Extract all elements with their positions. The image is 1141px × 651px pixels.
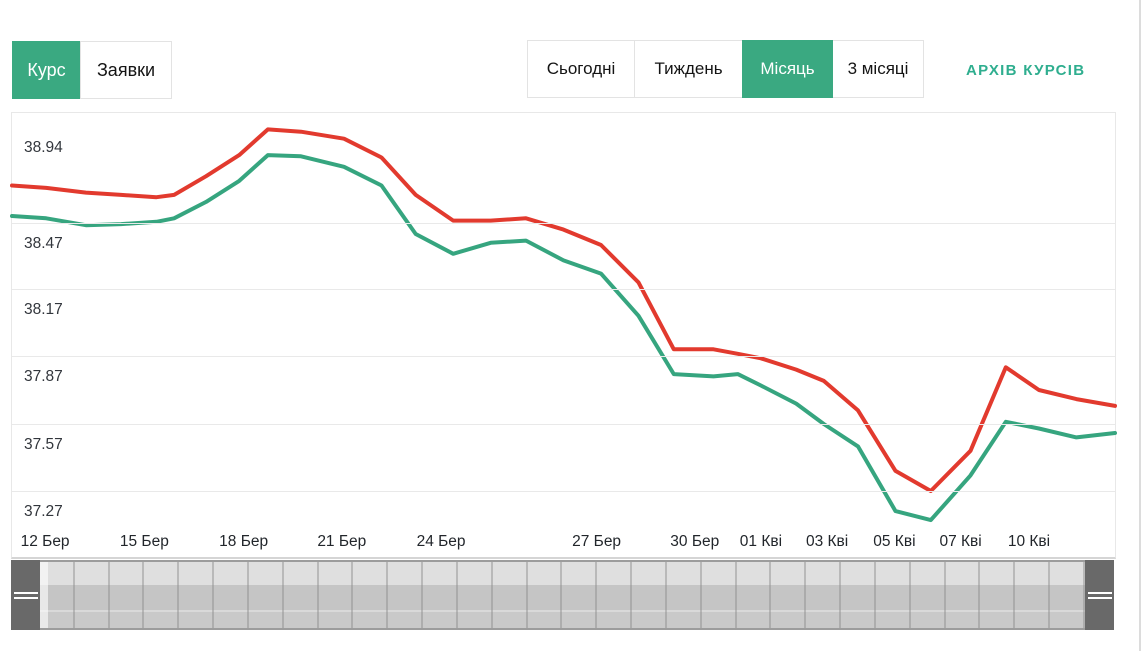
period-switcher: Сьогодні Тиждень Місяць 3 місяці xyxy=(527,40,924,98)
y-axis-label: 38.17 xyxy=(24,301,63,318)
navigator-cell[interactable] xyxy=(702,562,737,628)
navigator-cell[interactable] xyxy=(284,562,319,628)
x-axis-label: 30 Бер xyxy=(670,533,720,550)
rates-line-chart xyxy=(10,127,1117,523)
y-axis-label: 37.87 xyxy=(24,368,63,385)
navigator-cell[interactable] xyxy=(771,562,807,628)
navigator-range-start-marker xyxy=(40,562,48,628)
navigator-cell[interactable] xyxy=(144,562,180,628)
x-axis-label: 07 Кві xyxy=(939,533,982,550)
rates-archive-link[interactable]: АРХІВ КУРСІВ xyxy=(966,62,1086,79)
navigator-cell[interactable] xyxy=(458,562,493,628)
navigator-cell[interactable] xyxy=(528,562,563,628)
chart-plot-area[interactable]: 38.94 38.47 38.17 37.87 37.57 37.27 12 Бер 15 Б… xyxy=(10,112,1117,559)
navigator-cell[interactable] xyxy=(667,562,702,628)
navigator-cell[interactable] xyxy=(806,562,842,628)
navigator-cell[interactable] xyxy=(40,562,75,628)
x-axis-label: 12 Бер xyxy=(20,533,70,550)
navigator-cell[interactable] xyxy=(110,562,145,628)
sell-rate-line xyxy=(10,127,1117,493)
navigator-cell[interactable] xyxy=(1015,562,1051,628)
y-axis-label: 37.57 xyxy=(24,436,63,454)
period-today-button[interactable]: Сьогодні xyxy=(527,40,635,98)
navigator-cell[interactable] xyxy=(388,562,424,628)
navigator-cell[interactable] xyxy=(214,562,249,628)
y-axis-label: 37.27 xyxy=(24,503,63,521)
y-axis-label: 38.47 xyxy=(24,234,63,252)
period-3months-button[interactable]: 3 місяці xyxy=(832,40,924,98)
view-tabs: Курс Заявки xyxy=(12,41,172,99)
y-axis-label: 38.94 xyxy=(24,139,63,156)
navigator-cell[interactable] xyxy=(562,562,598,628)
navigator-cell[interactable] xyxy=(353,562,389,628)
y-gridline xyxy=(12,289,1115,290)
navigator-cell[interactable] xyxy=(946,562,981,628)
navigator-cell[interactable] xyxy=(597,562,633,628)
navigator-cell[interactable] xyxy=(737,562,772,628)
navigator-cell[interactable] xyxy=(179,562,215,628)
navigator-left-handle[interactable] xyxy=(11,560,40,630)
navigator-cell[interactable] xyxy=(319,562,354,628)
period-week-button[interactable]: Тиждень xyxy=(634,40,743,98)
tab-kurs[interactable]: Курс xyxy=(12,41,81,99)
x-axis-label: 27 Бер xyxy=(572,533,622,550)
x-axis-label: 15 Бер xyxy=(119,533,169,550)
x-axis-label: 03 Кві xyxy=(805,533,849,550)
navigator-cell[interactable] xyxy=(423,562,458,628)
navigator-cell[interactable] xyxy=(493,562,528,628)
y-gridline xyxy=(12,424,1115,426)
chart-navigator-scrollbar[interactable] xyxy=(11,560,1114,630)
x-axis-label: 10 Кві xyxy=(1007,533,1051,550)
buy-rate-line xyxy=(10,153,1117,523)
navigator-cell[interactable] xyxy=(980,562,1016,628)
y-gridline xyxy=(12,491,1115,493)
x-axis-label: 21 Бер xyxy=(317,533,367,550)
x-axis-label: 05 Кві xyxy=(873,533,916,550)
x-axis-label: 18 Бер xyxy=(219,533,269,550)
navigator-track[interactable] xyxy=(40,562,1085,628)
navigator-cell[interactable] xyxy=(632,562,667,628)
navigator-cell[interactable] xyxy=(75,562,110,628)
tab-zayavky[interactable]: Заявки xyxy=(80,41,172,99)
drag-grip-icon xyxy=(1087,591,1112,599)
period-month-button[interactable]: Місяць xyxy=(742,40,833,98)
y-gridline xyxy=(12,356,1115,357)
x-axis-label: 01 Кві xyxy=(739,533,783,550)
navigator-right-handle[interactable] xyxy=(1085,560,1114,630)
navigator-cell[interactable] xyxy=(841,562,876,628)
navigator-cell[interactable] xyxy=(876,562,911,628)
drag-grip-icon xyxy=(13,591,38,599)
navigator-cell[interactable] xyxy=(1050,562,1085,628)
y-gridline xyxy=(12,222,1115,224)
navigator-cell[interactable] xyxy=(911,562,946,628)
navigator-cell[interactable] xyxy=(249,562,284,628)
x-axis-label: 24 Бер xyxy=(416,533,466,550)
